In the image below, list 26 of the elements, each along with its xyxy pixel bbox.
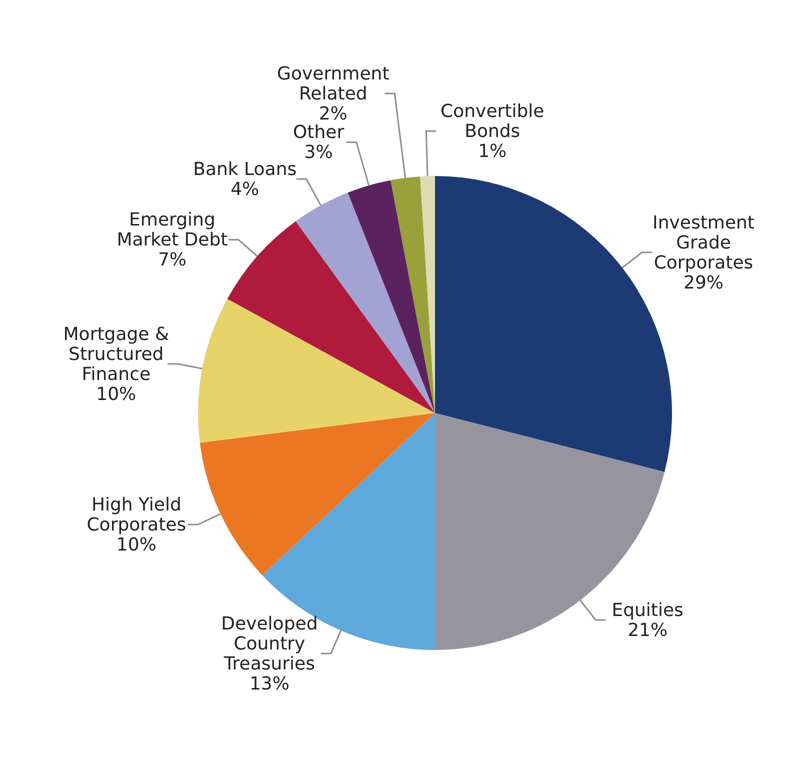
slice-label: Investment Grade Corporates — [652, 212, 754, 274]
pie-slice — [390, 176, 435, 413]
data-label: 29% — [684, 272, 724, 294]
slice-label: Equities — [612, 600, 684, 622]
data-label: 4% — [230, 179, 260, 200]
slice-label: Other — [293, 122, 345, 144]
pie-slice — [348, 180, 435, 413]
slice-label: High Yield Corporates — [86, 494, 186, 536]
data-label: 3% — [304, 142, 333, 164]
data-label: 1% — [478, 141, 507, 162]
slice-label: Emerging Market Debt — [116, 210, 228, 251]
slice-label: Bank Loans — [193, 159, 297, 180]
data-label: 7% — [158, 250, 186, 271]
data-label: 13% — [249, 673, 290, 694]
data-label: 10% — [116, 534, 156, 556]
pie-slice — [200, 413, 435, 576]
slice-label: Developed Country Treasuries — [221, 613, 318, 674]
pie-slice — [227, 221, 435, 413]
data-label: 2% — [318, 104, 348, 125]
pie-slice — [198, 298, 435, 443]
slice-label: Convertible Bonds — [440, 101, 544, 142]
data-label: 21% — [628, 620, 668, 642]
data-label: 10% — [96, 384, 136, 405]
slice-label: Mortgage & Structured Finance — [63, 324, 169, 385]
pie-slice — [296, 192, 435, 413]
slice-label: Government Related — [277, 64, 390, 105]
